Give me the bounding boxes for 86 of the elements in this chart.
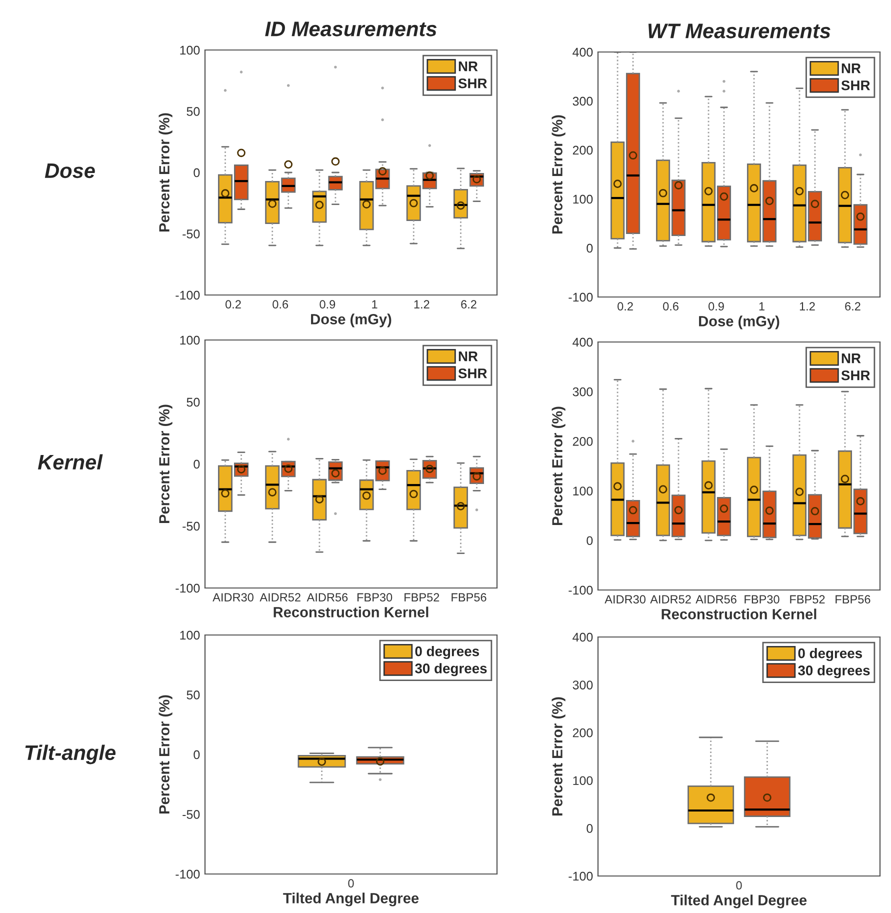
x-tick-label: AIDR56 bbox=[306, 593, 348, 602]
x-tick-label: FBP52 bbox=[790, 595, 825, 604]
x-tick-label: 6.2 bbox=[461, 300, 476, 309]
y-tick-label: 300 bbox=[572, 387, 593, 396]
y-tick-label: -100 bbox=[176, 870, 200, 879]
x-axis-title: Tilted Angel Degree bbox=[671, 894, 807, 908]
y-tick-label: -50 bbox=[182, 230, 200, 238]
y-tick-label: 0 bbox=[586, 824, 593, 833]
y-tick-label: 400 bbox=[572, 48, 593, 57]
chart-title: WT Measurements bbox=[648, 24, 830, 38]
x-tick-label: 1.2 bbox=[414, 300, 430, 308]
y-tick-label: 200 bbox=[572, 146, 593, 155]
legend-label: NR bbox=[842, 64, 861, 74]
legend-label: SHR bbox=[841, 80, 870, 90]
x-tick-label: FBP52 bbox=[404, 593, 440, 602]
x-tick-label: 0.6 bbox=[663, 302, 678, 311]
legend-label: 0 degrees bbox=[798, 648, 862, 662]
y-tick-label: 50 bbox=[186, 398, 200, 407]
legend-label: NR bbox=[458, 352, 478, 362]
y-axis-title: Percent Error (%) bbox=[552, 697, 566, 816]
y-tick-label: 300 bbox=[572, 96, 593, 106]
x-tick-label: FBP30 bbox=[744, 595, 780, 604]
x-tick-label: 6.2 bbox=[845, 302, 860, 311]
x-tick-label: AIDR52 bbox=[650, 595, 691, 604]
x-tick-label: AIDR30 bbox=[212, 593, 254, 602]
x-tick-label: 0.9 bbox=[708, 302, 724, 311]
y-tick-label: -100 bbox=[176, 584, 200, 593]
x-tick-label: AIDR56 bbox=[696, 595, 736, 604]
text: Tilt-angle bbox=[25, 744, 116, 764]
x-tick-label: AIDR30 bbox=[604, 595, 646, 604]
x-tick-label: 0.6 bbox=[272, 300, 288, 309]
text: Kernel bbox=[38, 454, 103, 470]
y-tick-label: 400 bbox=[572, 338, 593, 347]
chart-title: ID Measurements bbox=[265, 22, 437, 36]
legend-label: 0 degrees bbox=[415, 646, 479, 660]
y-tick-label: 0 bbox=[194, 460, 200, 469]
y-tick-label: 0 bbox=[586, 536, 593, 546]
y-axis-title: Percent Error (%) bbox=[158, 404, 172, 523]
y-tick-label: -100 bbox=[568, 586, 593, 595]
y-tick-label: 200 bbox=[572, 728, 593, 738]
y-tick-label: 100 bbox=[573, 486, 593, 496]
y-tick-label: 0 bbox=[194, 750, 200, 760]
x-axis-title: Reconstruction Kernel bbox=[274, 606, 428, 618]
y-tick-label: 100 bbox=[180, 336, 200, 345]
x-tick-label: 1.2 bbox=[800, 302, 815, 310]
x-axis-title: Tilted Angel Degree bbox=[283, 892, 419, 906]
x-tick-label: 0.2 bbox=[618, 302, 633, 311]
legend-label: NR bbox=[458, 62, 478, 72]
text: Dose bbox=[44, 164, 95, 178]
x-tick-label: FBP56 bbox=[452, 593, 486, 602]
y-tick-label: 400 bbox=[572, 632, 593, 642]
y-tick-label: 0 bbox=[586, 244, 593, 253]
legend-label: 30 degrees bbox=[798, 665, 870, 678]
y-tick-label: 100 bbox=[573, 194, 593, 204]
y-tick-label: 200 bbox=[572, 437, 593, 446]
y-tick-label: 100 bbox=[180, 46, 200, 55]
y-axis-title: Percent Error (%) bbox=[158, 113, 172, 232]
x-tick-label: AIDR52 bbox=[260, 593, 300, 602]
x-axis-title: Dose (mGy) bbox=[699, 316, 780, 330]
legend-label: SHR bbox=[841, 370, 870, 380]
y-tick-label: 100 bbox=[180, 630, 200, 640]
y-tick-label: -50 bbox=[182, 522, 200, 531]
y-tick-label: -50 bbox=[182, 810, 200, 819]
y-axis-title: Percent Error (%) bbox=[158, 695, 172, 814]
x-axis-title: Dose (mGy) bbox=[311, 314, 392, 328]
legend-label: SHR bbox=[458, 78, 487, 88]
x-tick-label: 1 bbox=[372, 300, 378, 308]
x-tick-label: FBP30 bbox=[357, 593, 392, 602]
legend-label: 30 degrees bbox=[415, 663, 487, 676]
x-tick-label: 1 bbox=[759, 302, 764, 310]
x-tick-label: 0.9 bbox=[320, 300, 336, 309]
x-axis-title: Reconstruction Kernel bbox=[662, 608, 816, 620]
x-tick-label: 0.2 bbox=[226, 300, 241, 309]
legend-label: SHR bbox=[458, 368, 487, 378]
y-tick-label: 0 bbox=[194, 168, 200, 178]
y-tick-label: 300 bbox=[572, 680, 593, 690]
y-tick-label: -100 bbox=[568, 872, 593, 881]
legend-label: NR bbox=[842, 354, 861, 364]
y-axis-title: Percent Error (%) bbox=[552, 406, 566, 525]
y-tick-label: 50 bbox=[186, 690, 200, 700]
y-tick-label: 50 bbox=[186, 107, 200, 116]
y-tick-label: -100 bbox=[176, 290, 200, 300]
y-axis-title: Percent Error (%) bbox=[552, 115, 566, 234]
y-tick-label: 100 bbox=[573, 776, 593, 786]
x-tick-label: FBP56 bbox=[836, 595, 870, 604]
y-tick-label: -100 bbox=[568, 292, 593, 302]
